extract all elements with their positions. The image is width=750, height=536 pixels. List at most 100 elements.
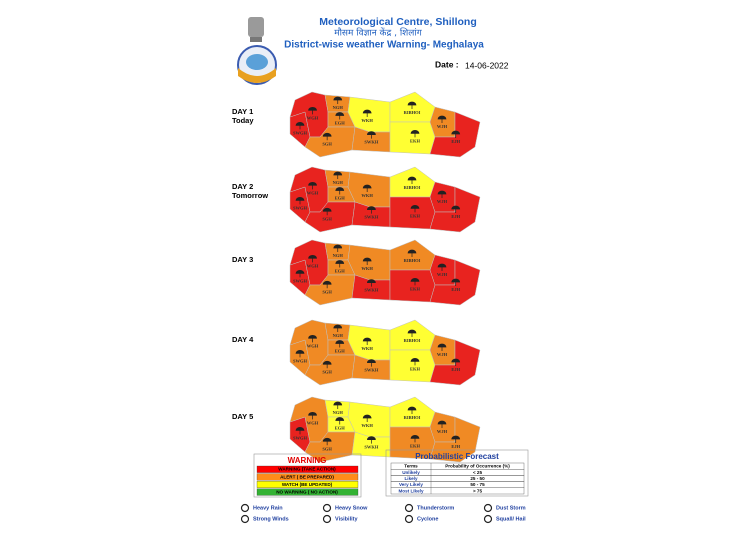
date-label: Date : [435, 59, 459, 69]
district-map: SWGH WGH NGH EGH SGH WKH SWKH RIBHOI EKH WJH EJH [289, 239, 481, 306]
district-label: SWGH [293, 435, 308, 440]
day-label: DAY 2 [232, 182, 253, 191]
table-term: Unlikely [402, 470, 420, 475]
weather-icon [451, 205, 461, 213]
district-label: NGH [333, 180, 344, 185]
weather-icon [367, 279, 376, 287]
weather-icon [437, 343, 447, 351]
district-label: NGH [333, 105, 344, 110]
weather-icon [322, 280, 332, 289]
district-label: RIBHOI [404, 258, 421, 263]
weather-icon [295, 197, 305, 205]
district [429, 334, 456, 366]
district-label: WGH [307, 115, 319, 120]
district-label: RIBHOI [404, 415, 421, 420]
district-label: WKH [361, 118, 373, 123]
weather-icon [407, 406, 417, 414]
symbol-label: Heavy Rain [253, 505, 283, 511]
district-label: EJH [451, 214, 460, 219]
legend: WARNING WARNING (TAKE ACTION) ALERT ( BE P… [240, 449, 529, 524]
symbol-icon [404, 514, 414, 524]
weather-icon [437, 115, 447, 123]
warning-swatch [256, 465, 359, 473]
weather-icon [410, 278, 420, 286]
district-map: SWGH WGH NGH EGH SGH WKH SWKH RIBHOI EKH WJH EJH [289, 319, 481, 386]
district [429, 186, 481, 233]
table-prob: > 75 [473, 488, 483, 493]
district-label: NGH [333, 253, 344, 258]
warning-title: WARNING [288, 456, 327, 465]
day-sublabel: Today [232, 116, 254, 125]
subtitle: District-wise weather Warning- Meghalaya [284, 40, 484, 51]
warning-swatch [256, 488, 359, 496]
weather-icon [335, 417, 345, 425]
weather-icon [322, 132, 332, 141]
district-label: EGH [335, 121, 346, 126]
day-label: DAY 4 [232, 335, 254, 344]
district [429, 106, 456, 138]
weather-icon [333, 96, 343, 104]
date: 14-06-2022 [465, 60, 509, 70]
weather-icon [362, 109, 372, 117]
hindi-title: मौसम विज्ञान केंद्र , शिलांग [334, 27, 422, 39]
district-label: SWGH [293, 205, 308, 210]
district-label: WGH [307, 190, 319, 195]
weather-icon [335, 112, 345, 120]
weather-icon [367, 359, 376, 367]
warning-label: WATCH (BE UPDATED) [282, 482, 333, 487]
weather-icon [362, 184, 372, 192]
district-label: WGH [307, 343, 319, 348]
district-label: SWKH [364, 215, 379, 220]
district-label: WJH [437, 199, 448, 204]
table-prob: 50 - 75 [470, 482, 485, 487]
district-label: EKH [410, 286, 421, 291]
weather-icon [407, 329, 417, 337]
district-label: RIBHOI [404, 185, 421, 190]
weather-icon [295, 270, 305, 278]
weather-icon [410, 130, 420, 138]
table-term: Very Likely [399, 482, 423, 487]
weather-icon [437, 420, 447, 428]
table-term: Likely [404, 476, 417, 481]
district-label: RIBHOI [404, 338, 421, 343]
district-map: SWGH WGH NGH EGH SGH WKH SWKH RIBHOI EKH WJH EJH [289, 91, 481, 158]
district-label: NGH [333, 410, 344, 415]
district-map: SWGH WGH NGH EGH SGH WKH SWKH RIBHOI EKH WJH EJH [289, 396, 481, 463]
district [429, 181, 456, 213]
weather-icon [362, 414, 372, 422]
district-label: EKH [410, 443, 421, 448]
weather-icon [295, 427, 305, 435]
district [429, 339, 481, 386]
district-label: EJH [451, 367, 460, 372]
title: Meteorological Centre, Shillong [319, 16, 477, 28]
weather-icon [367, 206, 376, 214]
weather-icon [451, 358, 461, 366]
weather-icon [308, 254, 317, 263]
district-label: WJH [437, 124, 448, 129]
district-label: WGH [307, 420, 319, 425]
district-label: SWKH [364, 368, 379, 373]
symbol-label: Heavy Snow [335, 505, 368, 511]
district-label: NGH [333, 333, 344, 338]
district-label: SGH [322, 216, 332, 221]
symbol-label: Thunderstorm [417, 505, 454, 511]
warning-label: ALERT ( BE PREPARED) [280, 474, 334, 479]
district-label: EKH [410, 213, 421, 218]
weather-icon [367, 436, 376, 444]
symbol-label: Squall/ Hail [496, 516, 526, 522]
symbol-icon [240, 514, 250, 524]
weather-icon [410, 435, 420, 443]
district-label: WKH [361, 346, 373, 351]
weather-icon [333, 324, 343, 332]
district-label: WGH [307, 263, 319, 268]
weather-icon [308, 334, 317, 343]
symbol-icon [404, 503, 414, 513]
district [429, 259, 481, 306]
symbol-label: Strong Winds [253, 516, 289, 522]
weather-icon [308, 181, 317, 190]
district-label: EKH [410, 366, 421, 371]
district [429, 111, 481, 158]
